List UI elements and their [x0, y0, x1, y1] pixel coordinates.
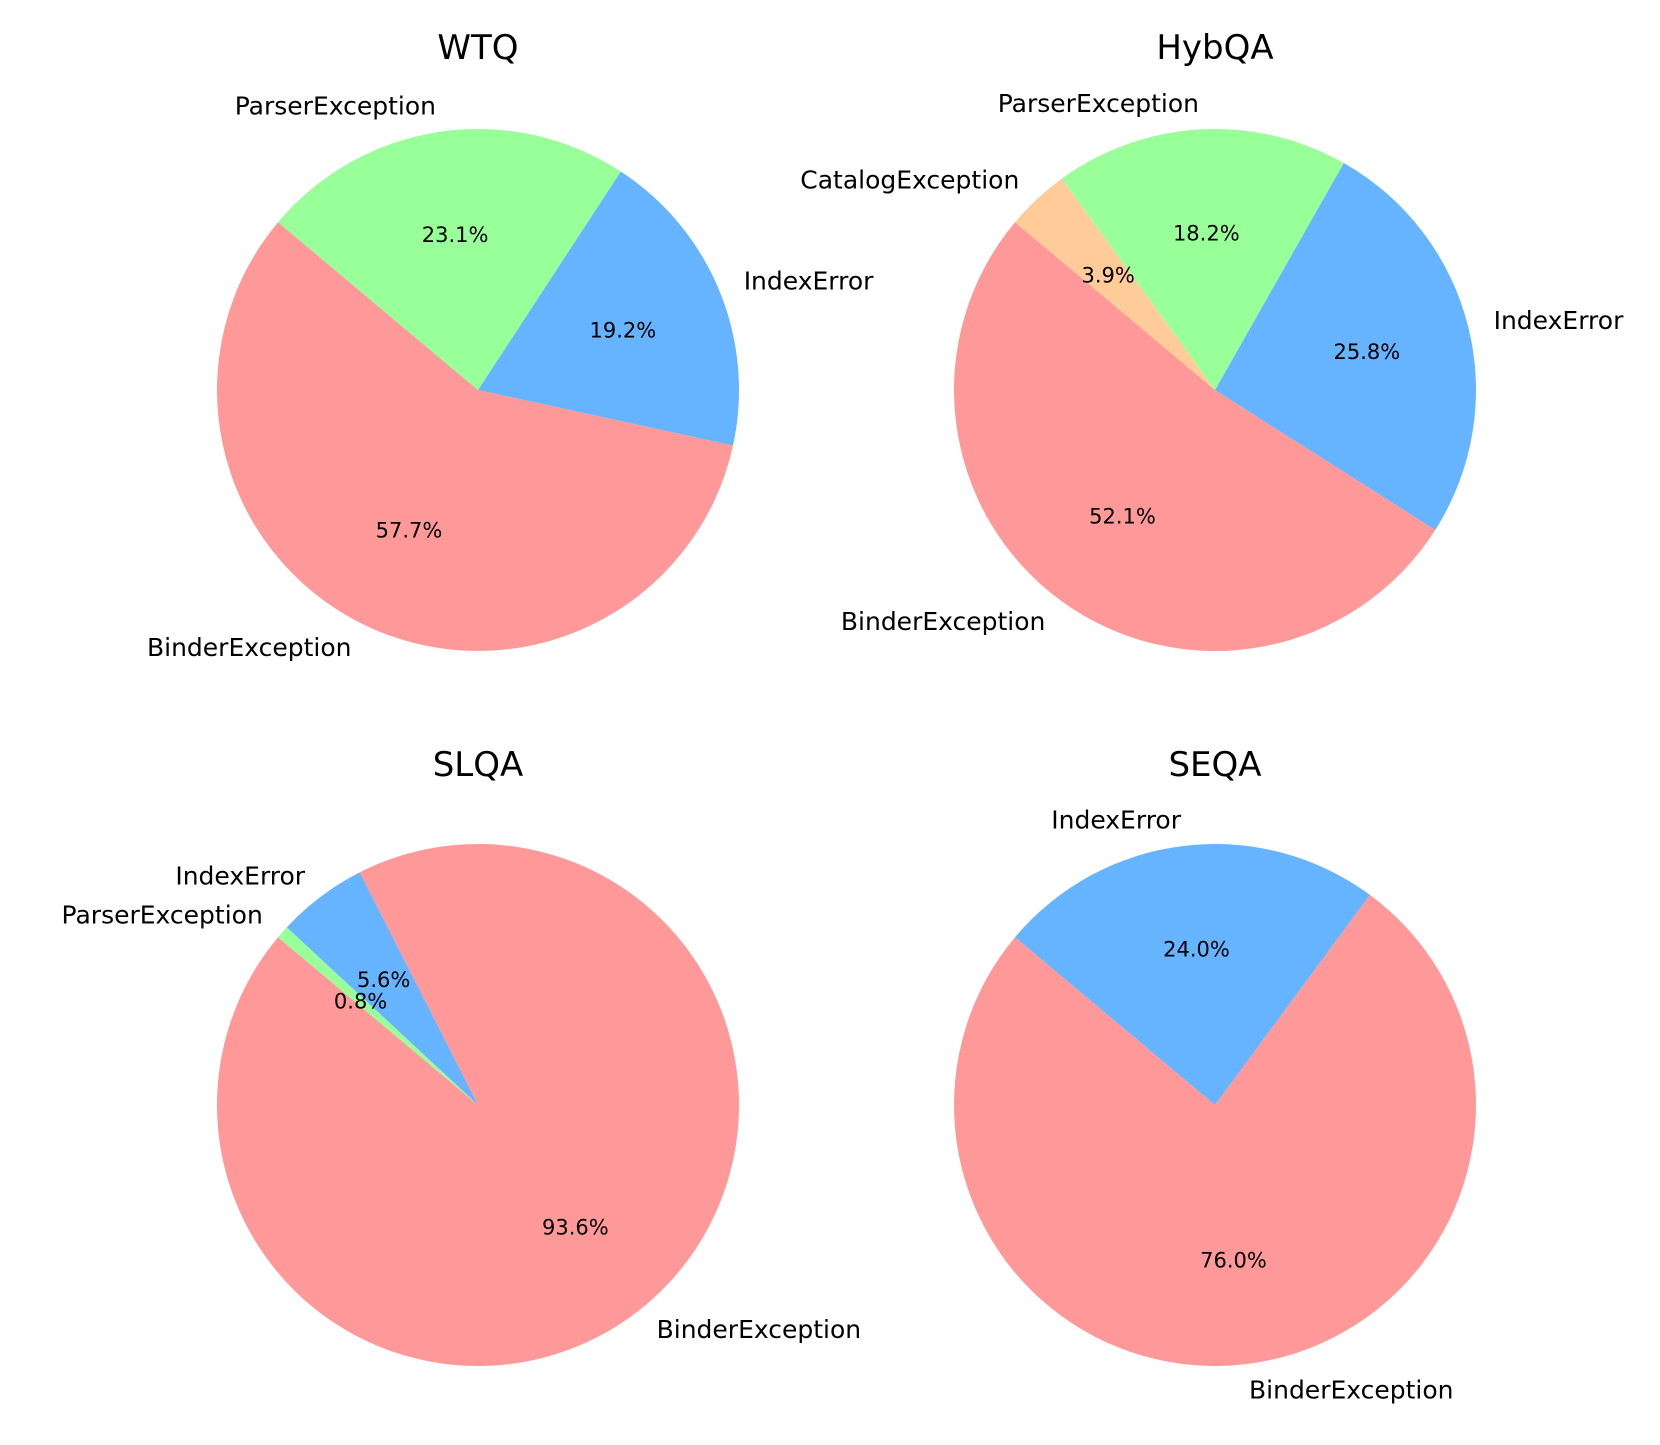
- pie-slice-indexerror: [286, 872, 478, 1105]
- pie-chart-2: SLQA BinderException 93.6% IndexError 5.6% Pa…: [62, 745, 862, 1366]
- pie-slice-indexerror: [478, 171, 740, 446]
- slice-percent-label: 24.0%: [1163, 938, 1230, 962]
- slice-label: CatalogException: [800, 166, 1019, 195]
- slice-percent-label: 19.2%: [590, 319, 657, 343]
- slice-percent-label: 52.1%: [1089, 504, 1156, 528]
- slice-label: BinderException: [147, 633, 352, 662]
- slice-label: BinderException: [841, 607, 1046, 636]
- slice-percent-label: 93.6%: [542, 1216, 609, 1240]
- pie-chart-1: HybQA BinderException 52.1% IndexError 25.8%…: [800, 28, 1624, 652]
- pie-chart-3: SEQA BinderException 76.0% IndexError 24.0%: [953, 745, 1476, 1405]
- pie-slice-parserexception: [278, 927, 478, 1105]
- slice-label: ParserException: [998, 89, 1199, 118]
- pie-slice-binderexception: [216, 843, 739, 1366]
- slice-label: BinderException: [657, 1315, 862, 1344]
- pie-slice-binderexception: [953, 222, 1436, 652]
- slice-percent-label: 18.2%: [1173, 222, 1240, 246]
- pie-slice-binderexception: [953, 894, 1476, 1366]
- pie-chart-0: WTQ BinderException 57.7% IndexError 19.2% Pa…: [147, 28, 874, 662]
- slice-label: BinderException: [1249, 1376, 1454, 1405]
- slice-label: IndexError: [175, 861, 305, 890]
- chart-title: SLQA: [433, 745, 524, 785]
- slice-percent-label: 57.7%: [376, 519, 443, 543]
- slice-label: IndexError: [1494, 306, 1624, 335]
- chart-title: SEQA: [1168, 745, 1261, 785]
- pie-slice-catalogexception: [1015, 178, 1215, 390]
- slice-percent-label: 25.8%: [1334, 340, 1401, 364]
- chart-title: WTQ: [437, 28, 518, 68]
- slice-label: IndexError: [744, 267, 874, 296]
- slice-percent-label: 23.1%: [422, 223, 489, 247]
- slice-percent-label: 0.8%: [334, 989, 387, 1013]
- slice-percent-label: 5.6%: [357, 968, 410, 992]
- pie-slice-parserexception: [278, 128, 621, 390]
- pie-slice-indexerror: [1215, 162, 1476, 530]
- slice-label: IndexError: [1051, 805, 1181, 834]
- slice-percent-label: 3.9%: [1082, 263, 1135, 287]
- pie-slice-indexerror: [1015, 843, 1370, 1105]
- chart-title: HybQA: [1156, 28, 1273, 68]
- pie-slice-parserexception: [1061, 129, 1344, 390]
- slice-percent-label: 76.0%: [1200, 1249, 1267, 1273]
- slice-label: ParserException: [235, 92, 436, 121]
- pie-slice-binderexception: [217, 222, 734, 651]
- slice-label: ParserException: [62, 901, 263, 930]
